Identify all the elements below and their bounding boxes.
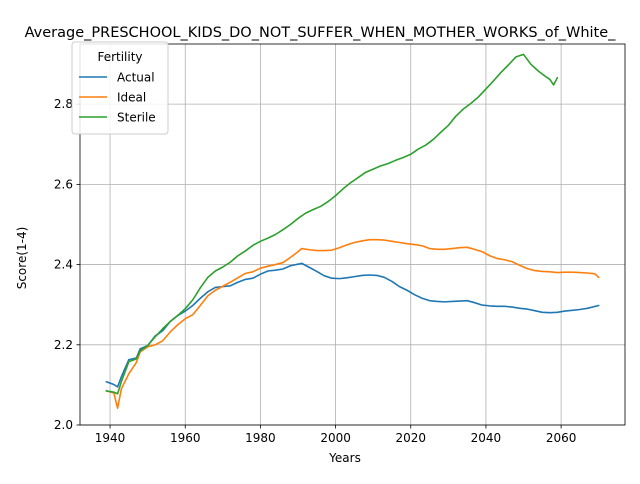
series-lines xyxy=(105,53,600,409)
x-tick-label: 1960 xyxy=(170,431,201,445)
legend-label-sterile: Sterile xyxy=(117,111,156,125)
plot-frame xyxy=(79,43,626,426)
x-axis-label: Years xyxy=(328,451,361,465)
y-axis-label: Score(1-4) xyxy=(15,227,29,290)
x-tick-label: 2060 xyxy=(546,431,577,445)
x-tick-label: 2020 xyxy=(395,431,426,445)
legend: Fertility Actual Ideal Sterile xyxy=(71,41,169,135)
x-tick-label: 1980 xyxy=(245,431,276,445)
axis-ticks: 1940 1960 1980 2000 2020 2040 2060 2.0 2.2 2.4 2.6… xyxy=(54,97,576,445)
x-tick-label: 1940 xyxy=(95,431,126,445)
chart-title: Average_PRESCHOOL_KIDS_DO_NOT_SUFFER_WHE… xyxy=(25,25,617,41)
legend-label-actual: Actual xyxy=(117,71,155,85)
y-tick-label: 2.2 xyxy=(54,338,73,352)
series-line-ideal xyxy=(105,238,600,409)
legend-label-ideal: Ideal xyxy=(117,91,146,105)
legend-title: Fertility xyxy=(97,50,142,64)
series-line-sterile xyxy=(105,53,559,395)
legend-box xyxy=(71,41,169,135)
y-tick-label: 2.0 xyxy=(54,418,73,432)
x-tick-label: 2000 xyxy=(320,431,351,445)
y-tick-label: 2.8 xyxy=(54,97,73,111)
y-tick-label: 2.4 xyxy=(54,258,73,272)
y-tick-label: 2.6 xyxy=(54,177,73,191)
x-tick-label: 2040 xyxy=(471,431,502,445)
